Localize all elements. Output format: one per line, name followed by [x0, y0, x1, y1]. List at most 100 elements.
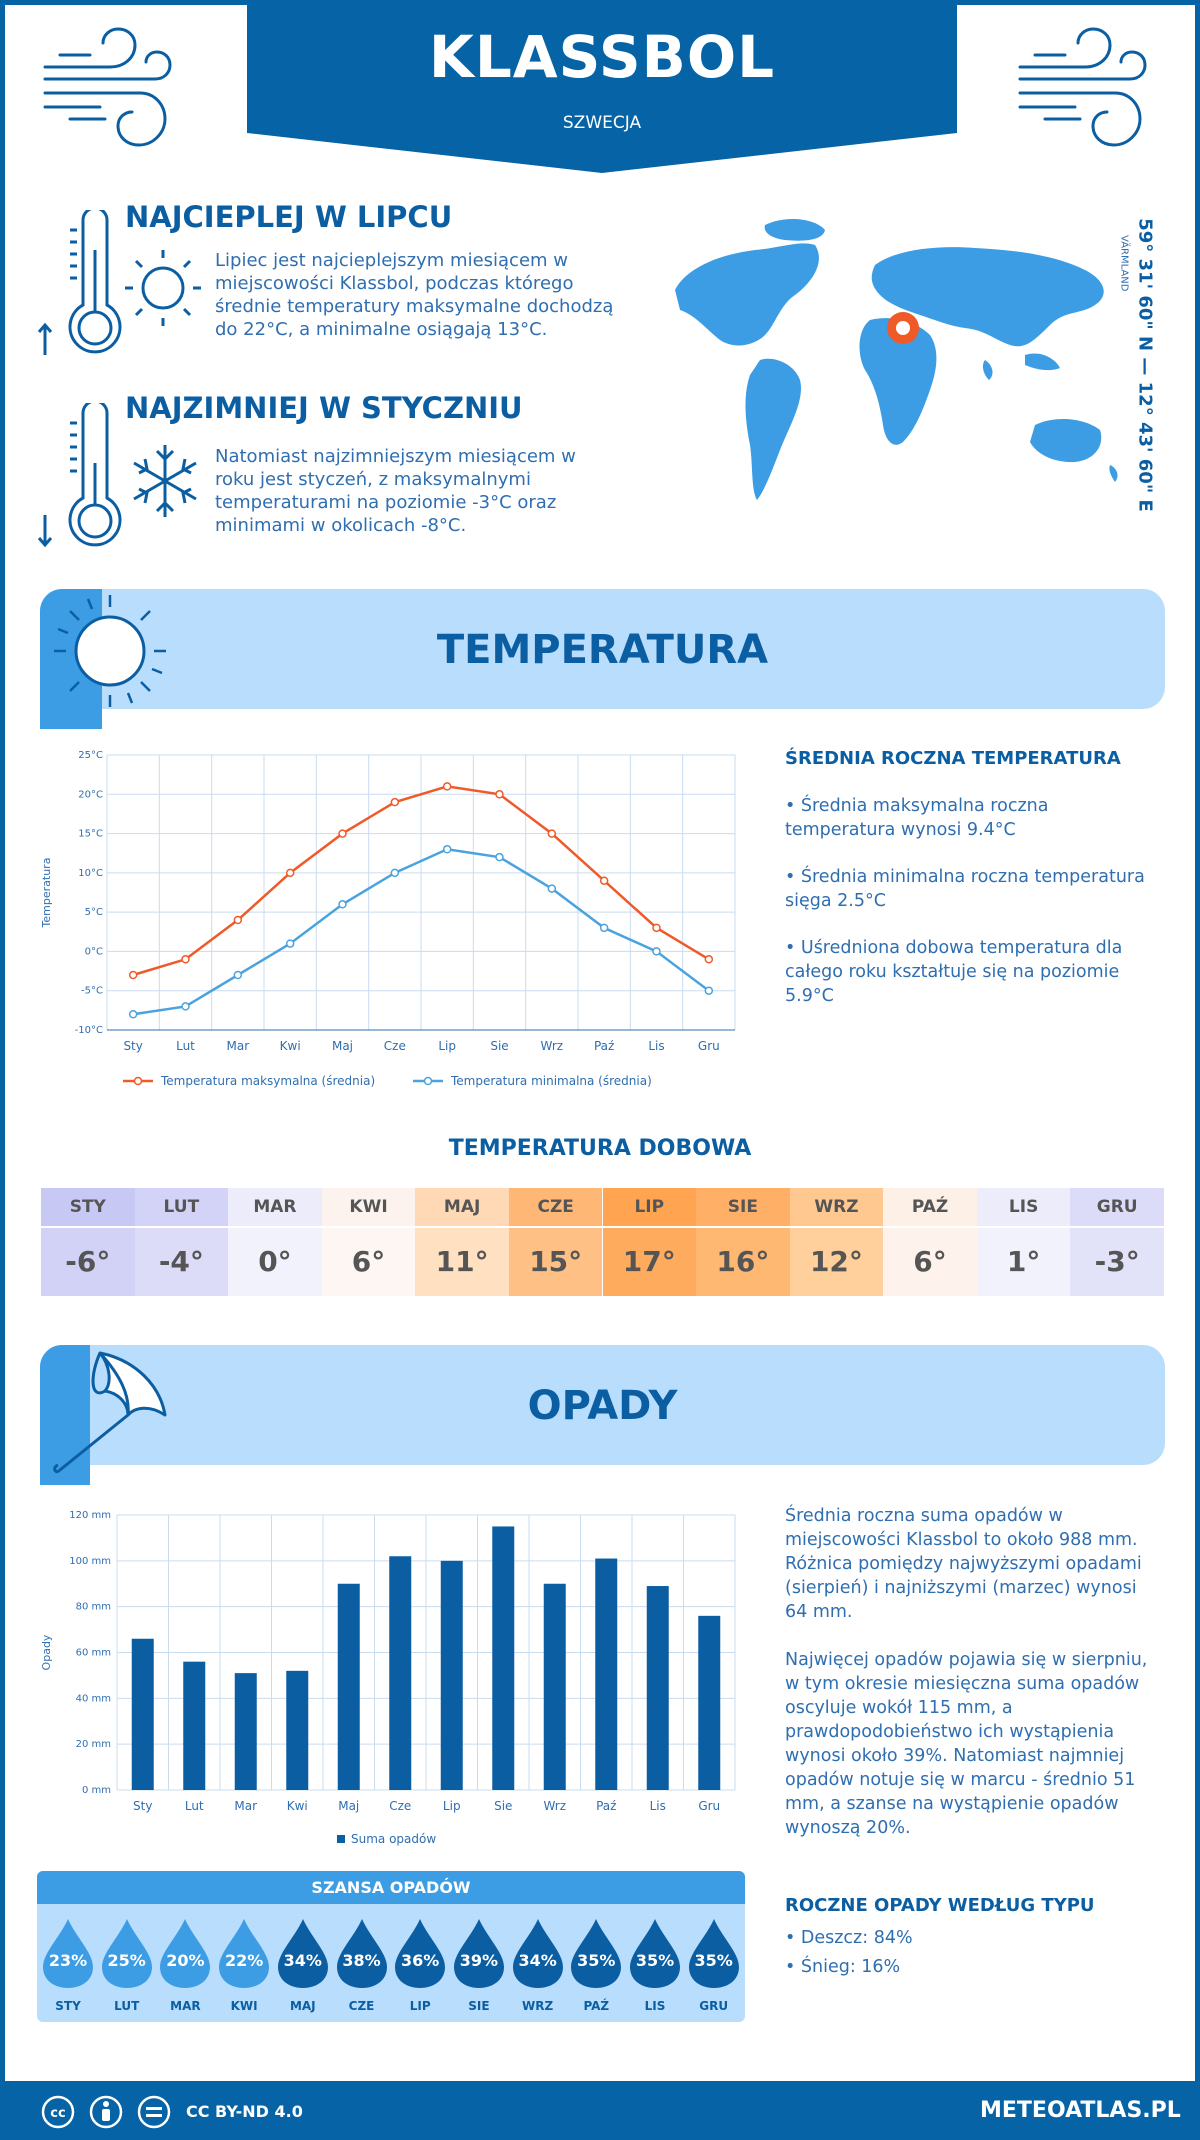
data-point [390, 797, 400, 807]
data-point [704, 955, 714, 964]
y-tick-label: 20 mm [76, 1739, 111, 1750]
precip-chance-drop: 35% LIS [628, 1917, 682, 2013]
precip-chance-drop: 20% MAR [158, 1917, 212, 2013]
precip-chance-drop: 22% KWI [217, 1917, 271, 2013]
precip-text: Najwięcej opadów pojawia się w sierpniu,… [785, 1650, 1148, 1838]
raindrop-shape [277, 1919, 328, 1988]
x-tick-label: Maj [338, 1799, 359, 1813]
y-tick-label: 5°C [85, 907, 103, 918]
bar [492, 1526, 515, 1790]
license-label: CC BY-ND 4.0 [186, 2102, 303, 2121]
data-point [181, 955, 190, 964]
precip-chance-month: GRU [699, 1999, 729, 2013]
precipitation-chart: 120 mm 100 mm 80 mm 60 mm 40 mm 20 mm 0 mm Opad… [40, 1510, 736, 1846]
precip-type-rain: • Deszcz: 84% [785, 1928, 913, 1948]
data-point [128, 1010, 138, 1019]
daily-temp-month: PAŹ [883, 1188, 977, 1226]
raindrop-icon [688, 1919, 739, 1988]
daily-temp-value: 0° [228, 1228, 322, 1296]
raindrop-icon [630, 1919, 680, 1988]
daily-temp-month: CZE [508, 1188, 603, 1226]
temperature-section-band: TEMPERATURA [40, 589, 1165, 709]
raindrop-icon [453, 1919, 504, 1988]
raindrop-shape [512, 1919, 563, 1988]
bar [698, 1615, 721, 1790]
precip-chance-drop: 34% WRZ [511, 1917, 565, 2013]
x-tick-label: Paź [596, 1799, 616, 1813]
precip-chance-month: KWI [230, 1999, 258, 2013]
precip-chance-month: WRZ [522, 1999, 554, 2013]
raindrop-shape [101, 1919, 152, 1988]
coldest-text: Natomiast najzimniejszym miesiącem w rok… [215, 446, 576, 536]
x-tick-label: Mar [227, 1039, 250, 1053]
precip-chance-value: 35% [577, 1951, 616, 1970]
daily-temp-month: MAR [228, 1188, 322, 1226]
daily-temp-month: KWI [321, 1188, 416, 1226]
bar [389, 1556, 412, 1790]
data-point [285, 868, 295, 878]
raindrop-icon [571, 1919, 622, 1988]
raindrop-icon [336, 1919, 387, 1988]
thermometer-sun-icon [37, 210, 201, 355]
license-icons: cc [41, 2095, 171, 2129]
x-tick-label: Mar [234, 1799, 257, 1813]
temperature-chart: 25°C 20°C 15°C 10°C 5°C 0°C -5°C -10°C Sty Lut Mar… [40, 750, 736, 1088]
x-tick-label: Lis [650, 1799, 666, 1813]
daily-temp-value: 6° [883, 1228, 977, 1296]
bar [595, 1558, 618, 1790]
precip-chance-month: LUT [114, 1999, 140, 2013]
daily-temp-value: 15° [508, 1228, 603, 1296]
x-tick-label: Gru [698, 1039, 720, 1053]
site-link[interactable]: METEOATLAS.PL [980, 2098, 1181, 2123]
daily-temp-cell: MAJ 11° [415, 1188, 509, 1301]
data-point [704, 986, 714, 995]
legend-marker [133, 1076, 143, 1086]
raindrop-icon [43, 1919, 93, 1988]
daily-temp-cell: CZE 15° [508, 1188, 603, 1301]
page: KLASSBOL SZWECJA [5, 5, 1195, 2081]
legend-marker [423, 1076, 433, 1086]
daily-temp-value: 16° [696, 1228, 790, 1296]
daily-temp-cell: SIE 16° [696, 1188, 790, 1301]
raindrop-icon [101, 1919, 152, 1988]
precip-chance-month: MAJ [289, 1999, 316, 2013]
data-point [495, 852, 504, 862]
series-line [132, 785, 710, 977]
data-point [547, 829, 557, 838]
bar [183, 1661, 206, 1790]
legend-swatch [337, 1835, 345, 1843]
data-point [599, 923, 609, 933]
daily-temp-value: 17° [602, 1228, 697, 1296]
bar [646, 1586, 669, 1790]
daily-temperature-table: STY -6° LUT -4° MAR 0° KWI 6° MAJ 11° CZE 15° LIP 17°… [41, 1188, 1164, 1301]
daily-temp-cell: PAŹ 6° [883, 1188, 977, 1301]
daily-temp-month: WRZ [789, 1188, 884, 1226]
daily-temp-month: MAJ [415, 1188, 509, 1226]
daily-temp-cell: STY -6° [41, 1188, 135, 1301]
x-tick-label: Cze [384, 1039, 406, 1053]
bar [286, 1670, 309, 1790]
data-point [285, 939, 295, 948]
region-label: VÄRMLAND [1118, 235, 1130, 292]
precip-chance-drop: 36% LIP [393, 1917, 447, 2013]
raindrop-shape [43, 1919, 93, 1988]
x-tick-label: Cze [389, 1799, 411, 1813]
daily-temp-month: LIS [976, 1188, 1071, 1226]
data-point [233, 970, 243, 980]
daily-temp-cell: KWI 6° [321, 1188, 416, 1301]
series-line [132, 847, 710, 1016]
x-tick-label: Kwi [287, 1799, 308, 1813]
precip-chance-value: 25% [107, 1951, 146, 1970]
x-tick-label: Kwi [280, 1039, 301, 1053]
world-map [675, 218, 1118, 500]
raindrop-icon [219, 1919, 270, 1988]
sun-icon [40, 589, 166, 729]
daily-temp-value: 11° [415, 1228, 509, 1296]
raindrop-icon [395, 1919, 446, 1988]
raindrop-shape [160, 1919, 211, 1988]
cc-icon: cc [50, 2106, 65, 2121]
data-point [599, 876, 609, 885]
precip-text: Średnia roczna suma opadów w miejscowośc… [785, 1506, 1142, 1622]
data-point [338, 900, 347, 909]
daily-temp-cell: WRZ 12° [789, 1188, 884, 1301]
